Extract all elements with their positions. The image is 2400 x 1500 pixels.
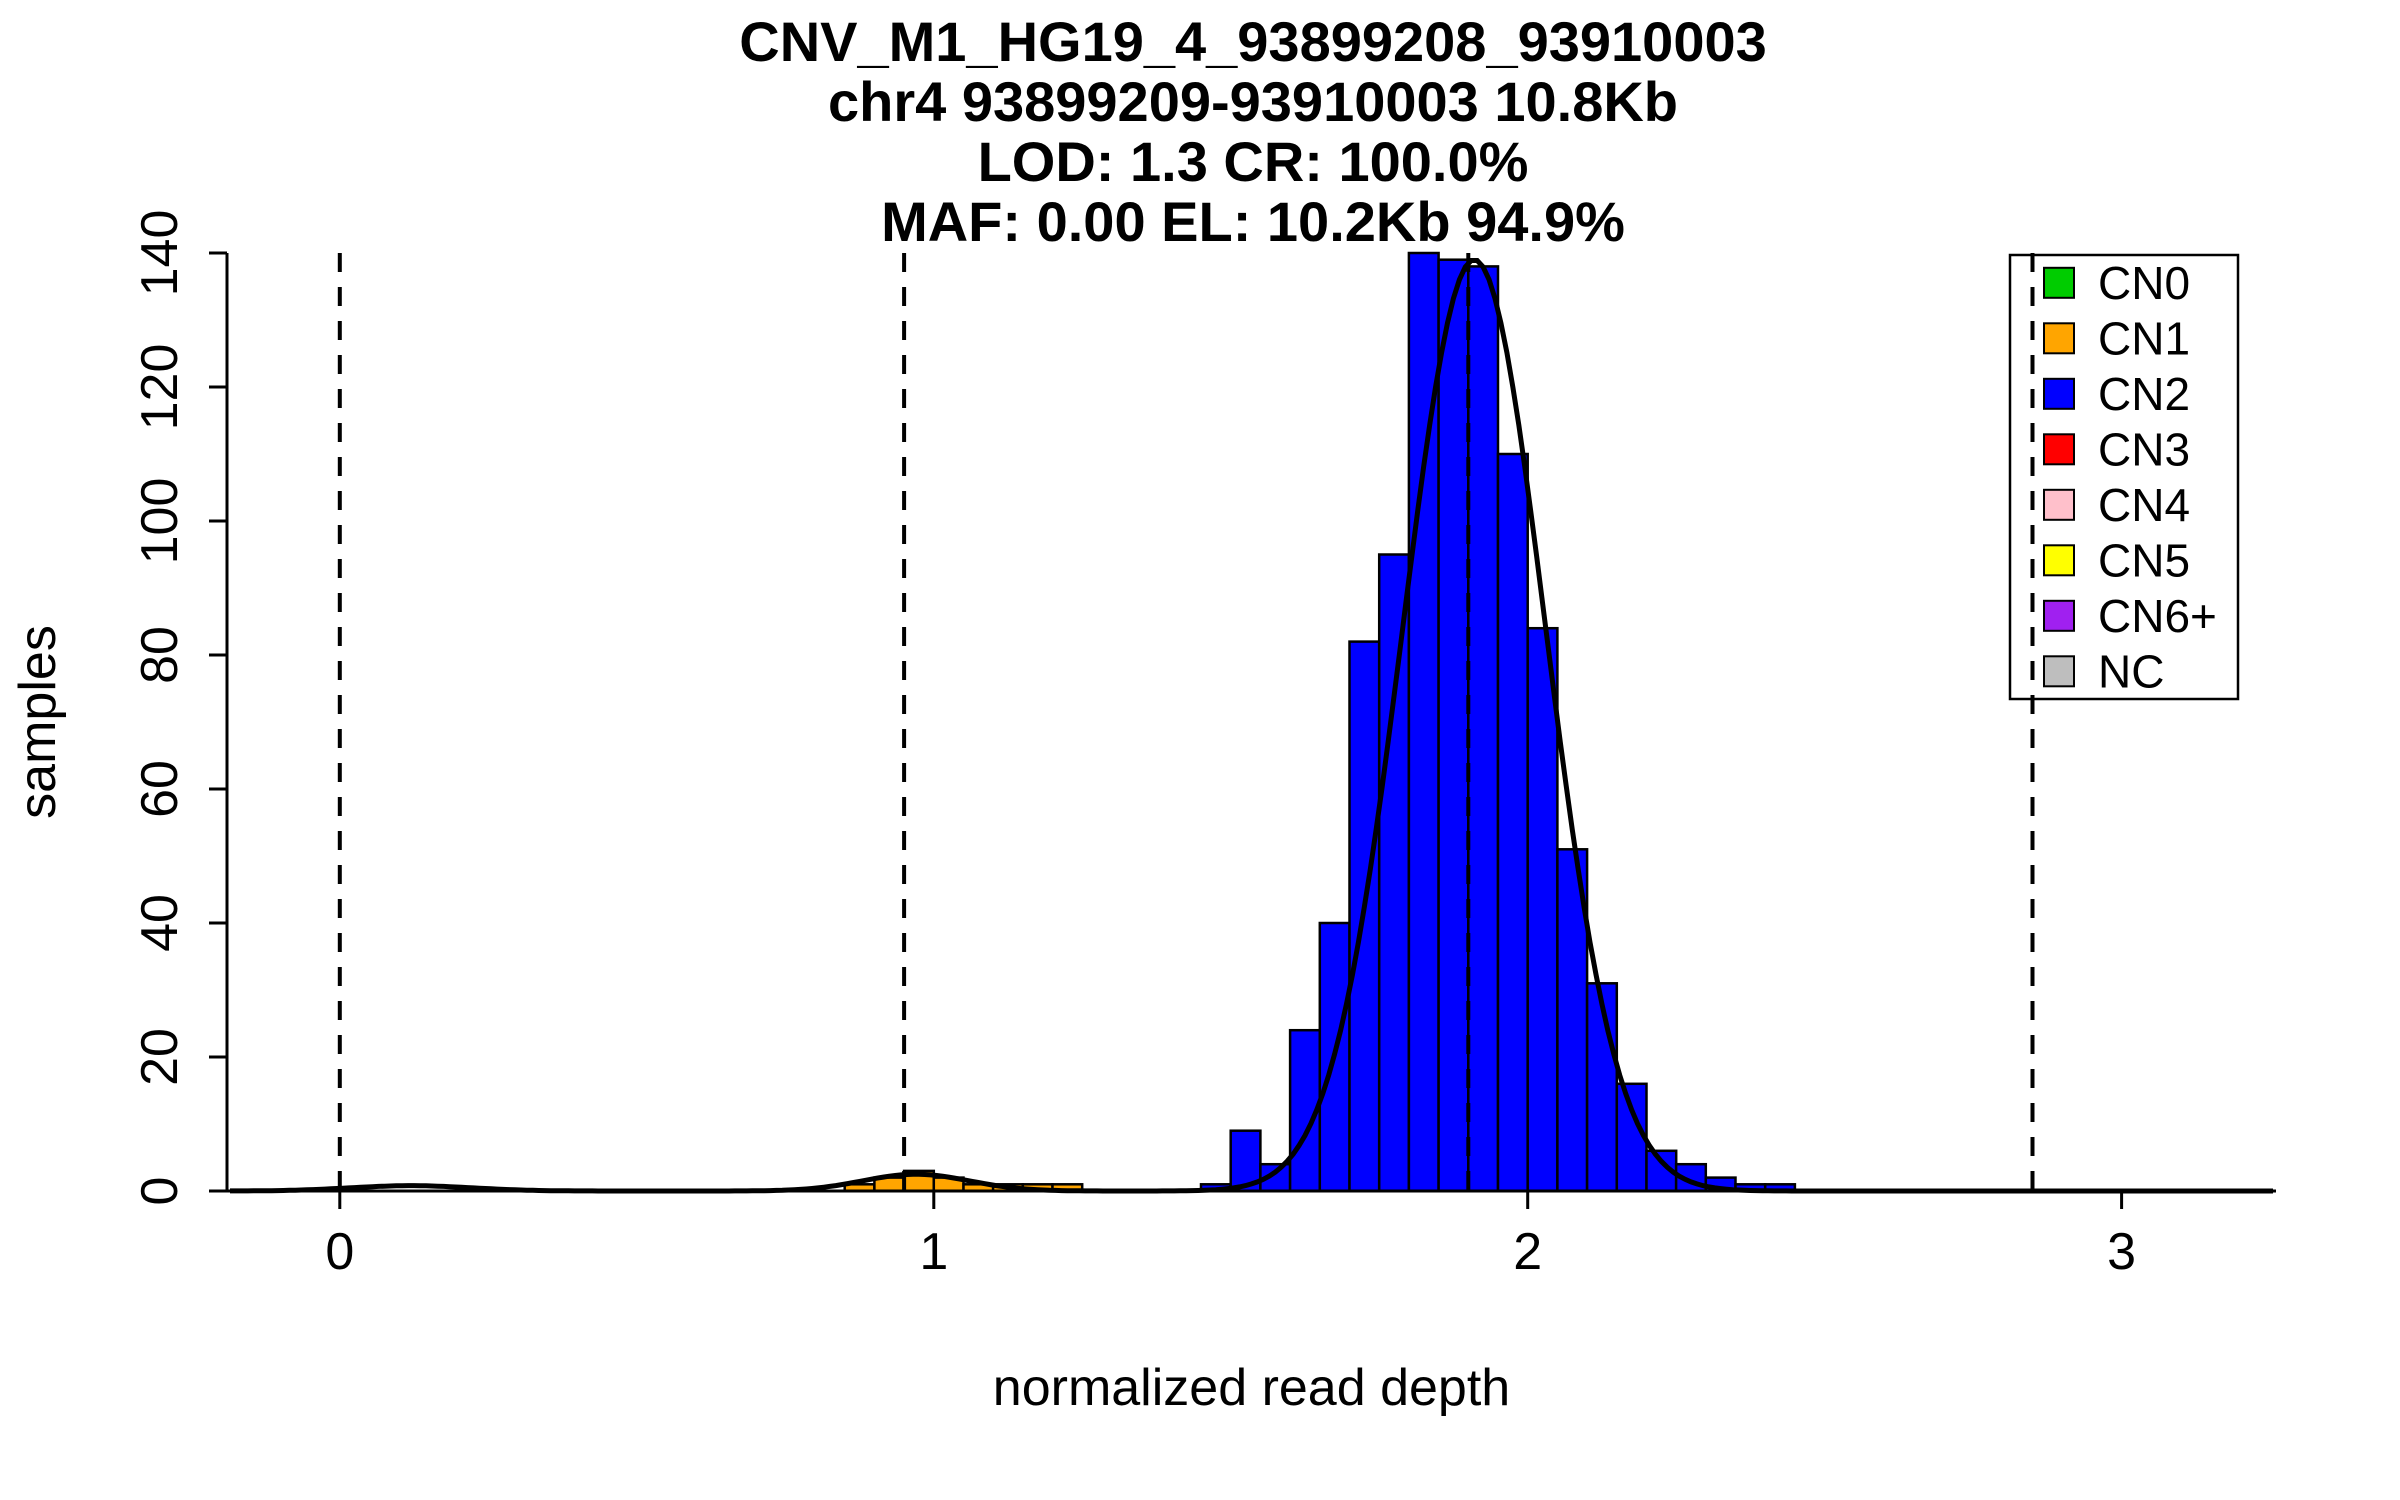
x-axis-label: normalized read depth: [993, 1359, 1510, 1417]
y-tick-label: 40: [131, 894, 189, 952]
series-CN2: [1199, 251, 1797, 1193]
legend-label-CN5: CN5: [2098, 534, 2190, 586]
y-tick-label: 20: [131, 1028, 189, 1086]
title-line-region: chr4 93899209-93910003 10.8Kb: [827, 69, 1678, 133]
legend-label-CN4: CN4: [2098, 479, 2190, 531]
legend-label-CN1: CN1: [2098, 312, 2190, 364]
hist-bar-CN2: [1526, 626, 1559, 1193]
legend-swatch-NC: [2043, 655, 2075, 688]
title-line-lod-cr: LOD: 1.3 CR: 100.0%: [977, 129, 1529, 193]
x-tick-label: 0: [325, 1223, 354, 1281]
hist-bar-CN2: [1467, 265, 1500, 1193]
y-axis-label: samples: [9, 625, 67, 819]
hist-bar-CN2: [1496, 452, 1529, 1193]
chart-title-block: CNV_M1_HG19_4_93899208_93910003 chr4 938…: [230, 12, 2276, 252]
y-tick-label: 100: [131, 478, 189, 565]
title-line-maf-el: MAF: 0.00 EL: 10.2Kb 94.9%: [881, 189, 1625, 253]
legend-label-CN6+: CN6+: [2098, 590, 2217, 642]
y-tick-label: 0: [131, 1177, 189, 1206]
legend-label-CN2: CN2: [2098, 368, 2190, 420]
legend-swatch-CN5: [2043, 544, 2075, 577]
x-tick-label: 3: [2107, 1223, 2136, 1281]
legend-label-CN3: CN3: [2098, 423, 2190, 475]
title-line-cnv-id: CNV_M1_HG19_4_93899208_93910003: [739, 10, 1767, 73]
legend-swatch-CN0: [2043, 266, 2075, 299]
legend-swatch-CN1: [2043, 322, 2075, 355]
legend-swatch-CN3: [2043, 433, 2075, 466]
y-tick-label: 140: [131, 210, 189, 297]
legend-box: [2008, 253, 2240, 701]
legend-label-NC: NC: [2098, 645, 2164, 697]
legend-swatch-CN4: [2043, 488, 2075, 521]
hist-bar-CN2: [1377, 553, 1411, 1193]
y-tick-label: 120: [131, 344, 189, 431]
legend-swatch-CN6+: [2043, 599, 2075, 632]
x-tick-label: 1: [919, 1223, 948, 1281]
y-tick-label: 60: [131, 760, 189, 818]
y-tick-label: 80: [131, 626, 189, 684]
hist-bar-CN2: [1437, 258, 1470, 1193]
legend-label-CN0: CN0: [2098, 257, 2190, 309]
density-curve: [230, 258, 2273, 1194]
x-tick-label: 2: [1513, 1223, 1542, 1281]
legend-swatch-CN2: [2043, 377, 2075, 410]
